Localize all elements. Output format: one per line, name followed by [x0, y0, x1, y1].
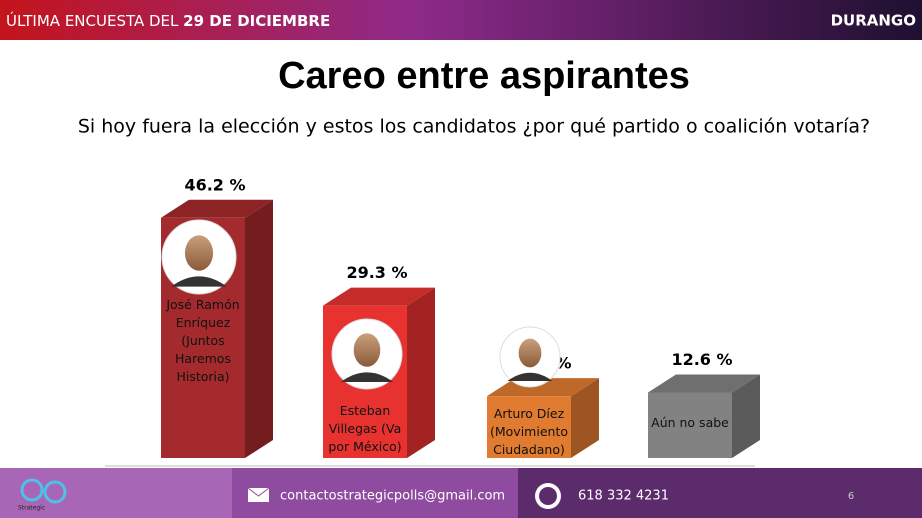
- value-label: 12.6 %: [671, 350, 732, 369]
- value-label: 29.3 %: [346, 263, 407, 282]
- value-label: 46.2 %: [184, 175, 245, 194]
- bar-top: [323, 287, 435, 306]
- logo: [43, 480, 67, 504]
- category-label: Aún no sabe: [651, 415, 729, 430]
- page-number: 6: [848, 491, 854, 502]
- header-right: DURANGO: [831, 12, 916, 30]
- header-left: ÚLTIMA ENCUESTA DEL 29 DE DICIEMBRE: [6, 11, 330, 30]
- bar-side: [571, 378, 599, 458]
- bar: [487, 396, 571, 458]
- chart-title: Careo entre aspirantes: [278, 55, 690, 97]
- email: contactostrategicpolls@gmail.com: [280, 489, 505, 504]
- category-label: Esteban Villegas (Va por México): [328, 403, 402, 454]
- category-label: Arturo Díez (Movimiento Ciudadano): [490, 406, 568, 457]
- photo-face: [353, 333, 381, 367]
- photo-body: [171, 276, 227, 287]
- bar-top: [648, 374, 760, 393]
- category-label: José Ramón Enríquez (Juntos Haremos Hist…: [166, 297, 240, 384]
- footer-left: [0, 468, 232, 518]
- header-bar: [0, 0, 922, 40]
- photo-face: [184, 235, 214, 271]
- logo: [20, 478, 44, 502]
- photo-body: [340, 372, 394, 382]
- phone-icon-inner: [539, 487, 557, 505]
- bar-side: [245, 199, 273, 458]
- bar-top: [161, 199, 273, 218]
- phone: 618 332 4231: [578, 489, 669, 504]
- footer-mid: [232, 468, 518, 518]
- bar-side: [732, 374, 760, 458]
- mail-icon-flap: [247, 487, 270, 497]
- brand: Strategic: [18, 505, 45, 512]
- footer-right: [518, 468, 922, 518]
- photo-face: [518, 338, 542, 368]
- chart-subtitle: Si hoy fuera la elección y estos los can…: [78, 116, 870, 138]
- bar-side: [407, 287, 435, 458]
- bar: [648, 392, 732, 458]
- photo-body: [507, 372, 553, 381]
